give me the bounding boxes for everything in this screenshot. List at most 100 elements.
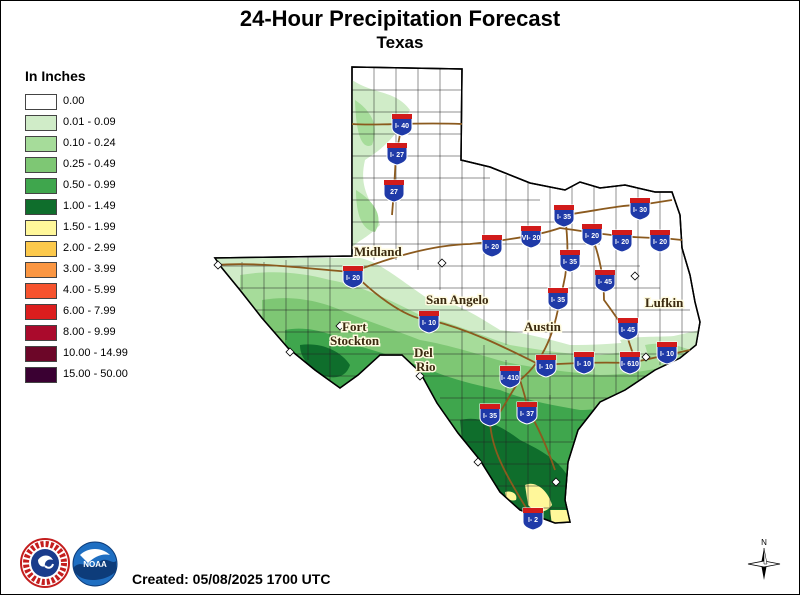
highway-shield: I- 40 bbox=[391, 113, 413, 137]
legend-swatch bbox=[25, 199, 57, 215]
highway-shield: I- 20 bbox=[581, 223, 603, 247]
shield-label: I- 10 bbox=[422, 320, 436, 327]
highway-shield: I- 10 bbox=[535, 354, 557, 378]
shield-label: I- 35 bbox=[557, 214, 571, 221]
shield-label: I- 20 bbox=[485, 244, 499, 251]
legend-item: 0.10 - 0.24 bbox=[25, 136, 175, 152]
legend-label: 0.01 - 0.09 bbox=[63, 116, 116, 128]
legend-swatch bbox=[25, 283, 57, 299]
legend-swatch bbox=[25, 178, 57, 194]
shield-label: I- 2 bbox=[528, 517, 538, 524]
legend-swatch bbox=[25, 304, 57, 320]
shield-label: I- 10 bbox=[660, 351, 674, 358]
legend-label: 0.10 - 0.24 bbox=[63, 137, 116, 149]
city-label-stockton: Stockton bbox=[330, 333, 380, 348]
legend-item: 0.00 bbox=[25, 94, 175, 110]
city-label-rio: Rio bbox=[416, 359, 436, 374]
legend-item: 4.00 - 5.99 bbox=[25, 283, 175, 299]
highway-shield: I- 10 bbox=[418, 310, 440, 334]
legend-item: 0.25 - 0.49 bbox=[25, 157, 175, 173]
shield-label: I- 10 bbox=[539, 364, 553, 371]
shield-label: I- 10 bbox=[577, 361, 591, 368]
noaa-text: NOAA bbox=[83, 560, 107, 569]
shield-label: I- 610 bbox=[621, 361, 639, 368]
shield-label: I- 45 bbox=[621, 327, 635, 334]
shield-label: I- 37 bbox=[520, 411, 534, 418]
shield-label: I- 40 bbox=[395, 123, 409, 130]
compass-north-label: N bbox=[761, 538, 767, 547]
legend-title: In Inches bbox=[25, 68, 86, 84]
legend-label: 6.00 - 7.99 bbox=[63, 305, 116, 317]
legend-item: 2.00 - 2.99 bbox=[25, 241, 175, 257]
highway-shield: I- 30 bbox=[629, 197, 651, 221]
highway-shield: I- 20 bbox=[481, 234, 503, 258]
highway-shield: I- 35 bbox=[553, 204, 575, 228]
city-label-austin: Austin bbox=[524, 319, 562, 334]
legend-item: 8.00 - 9.99 bbox=[25, 325, 175, 341]
nws-logo bbox=[20, 538, 70, 588]
highway-shield: I- 35 bbox=[479, 403, 501, 427]
legend-swatch bbox=[25, 220, 57, 236]
legend-label: 8.00 - 9.99 bbox=[63, 326, 116, 338]
legend-swatch bbox=[25, 325, 57, 341]
highway-shield: I- 10 bbox=[573, 351, 595, 375]
legend-label: 15.00 - 50.00 bbox=[63, 368, 128, 380]
north-arrow-icon: N bbox=[747, 538, 781, 580]
map-subtitle: Texas bbox=[376, 33, 424, 52]
legend-label: 10.00 - 14.99 bbox=[63, 347, 128, 359]
shield-label: 27 bbox=[390, 189, 398, 196]
shield-label: I- 20 bbox=[346, 275, 360, 282]
noaa-logo: NOAA bbox=[72, 541, 118, 587]
map-title: 24-Hour Precipitation Forecast bbox=[239, 6, 561, 31]
highway-shield: I- 2 bbox=[522, 507, 544, 531]
legend-item: 6.00 - 7.99 bbox=[25, 304, 175, 320]
highway-shield: I- 37 bbox=[516, 401, 538, 425]
shield-label: I- 35 bbox=[483, 413, 497, 420]
legend-item: 1.50 - 1.99 bbox=[25, 220, 175, 236]
shield-label: I- 410 bbox=[501, 375, 519, 382]
highway-shield: I- 35 bbox=[547, 287, 569, 311]
shield-label: I- 30 bbox=[633, 207, 647, 214]
legend-label: 4.00 - 5.99 bbox=[63, 284, 116, 296]
legend-swatch bbox=[25, 241, 57, 257]
highway-shield: I- 20 bbox=[342, 265, 364, 289]
legend-item: 1.00 - 1.49 bbox=[25, 199, 175, 215]
highway-shield: I- 45 bbox=[617, 317, 639, 341]
highway-shield: I- 20 bbox=[649, 229, 671, 253]
shield-label: I- 20 bbox=[653, 239, 667, 246]
legend-item: 3.00 - 3.99 bbox=[25, 262, 175, 278]
legend-label: 0.00 bbox=[63, 95, 85, 107]
shield-label: VI- 20 bbox=[522, 235, 541, 242]
legend-swatch bbox=[25, 136, 57, 152]
created-timestamp: Created: 05/08/2025 1700 UTC bbox=[132, 571, 331, 587]
legend-label: 3.00 - 3.99 bbox=[63, 263, 116, 275]
legend-label: 2.00 - 2.99 bbox=[63, 242, 116, 254]
legend-item: 10.00 - 14.99 bbox=[25, 346, 175, 362]
legend-swatch bbox=[25, 94, 57, 110]
highway-shields: I- 40 I- 27 27 I- 20 I- 20 I- 10 I- 35 I… bbox=[342, 113, 678, 531]
city-label-midland: Midland bbox=[354, 244, 402, 259]
highway-shield: I- 10 bbox=[656, 341, 678, 365]
legend-label: 1.50 - 1.99 bbox=[63, 221, 116, 233]
highway-shield: I- 20 bbox=[611, 229, 633, 253]
city-markers bbox=[213, 258, 651, 487]
city-label-del: Del bbox=[414, 345, 433, 360]
legend-item: 0.50 - 0.99 bbox=[25, 178, 175, 194]
shield-label: I- 35 bbox=[551, 297, 565, 304]
highway-shield: VI- 20 bbox=[520, 225, 542, 249]
city-label-fort: Fort bbox=[342, 319, 367, 334]
legend-swatch bbox=[25, 346, 57, 362]
shield-label: I- 20 bbox=[585, 233, 599, 240]
highway-shield: I- 610 bbox=[619, 351, 641, 375]
highway-shield: 27 bbox=[383, 179, 405, 203]
highway-shield: I- 45 bbox=[594, 269, 616, 293]
legend-item: 0.01 - 0.09 bbox=[25, 115, 175, 131]
city-label-lufkin: Lufkin bbox=[645, 295, 684, 310]
shield-label: I- 35 bbox=[563, 259, 577, 266]
legend-label: 0.50 - 0.99 bbox=[63, 179, 116, 191]
legend-swatch bbox=[25, 262, 57, 278]
highway-shield: I- 35 bbox=[559, 249, 581, 273]
legend-item: 15.00 - 50.00 bbox=[25, 367, 175, 383]
shield-label: I- 20 bbox=[615, 239, 629, 246]
